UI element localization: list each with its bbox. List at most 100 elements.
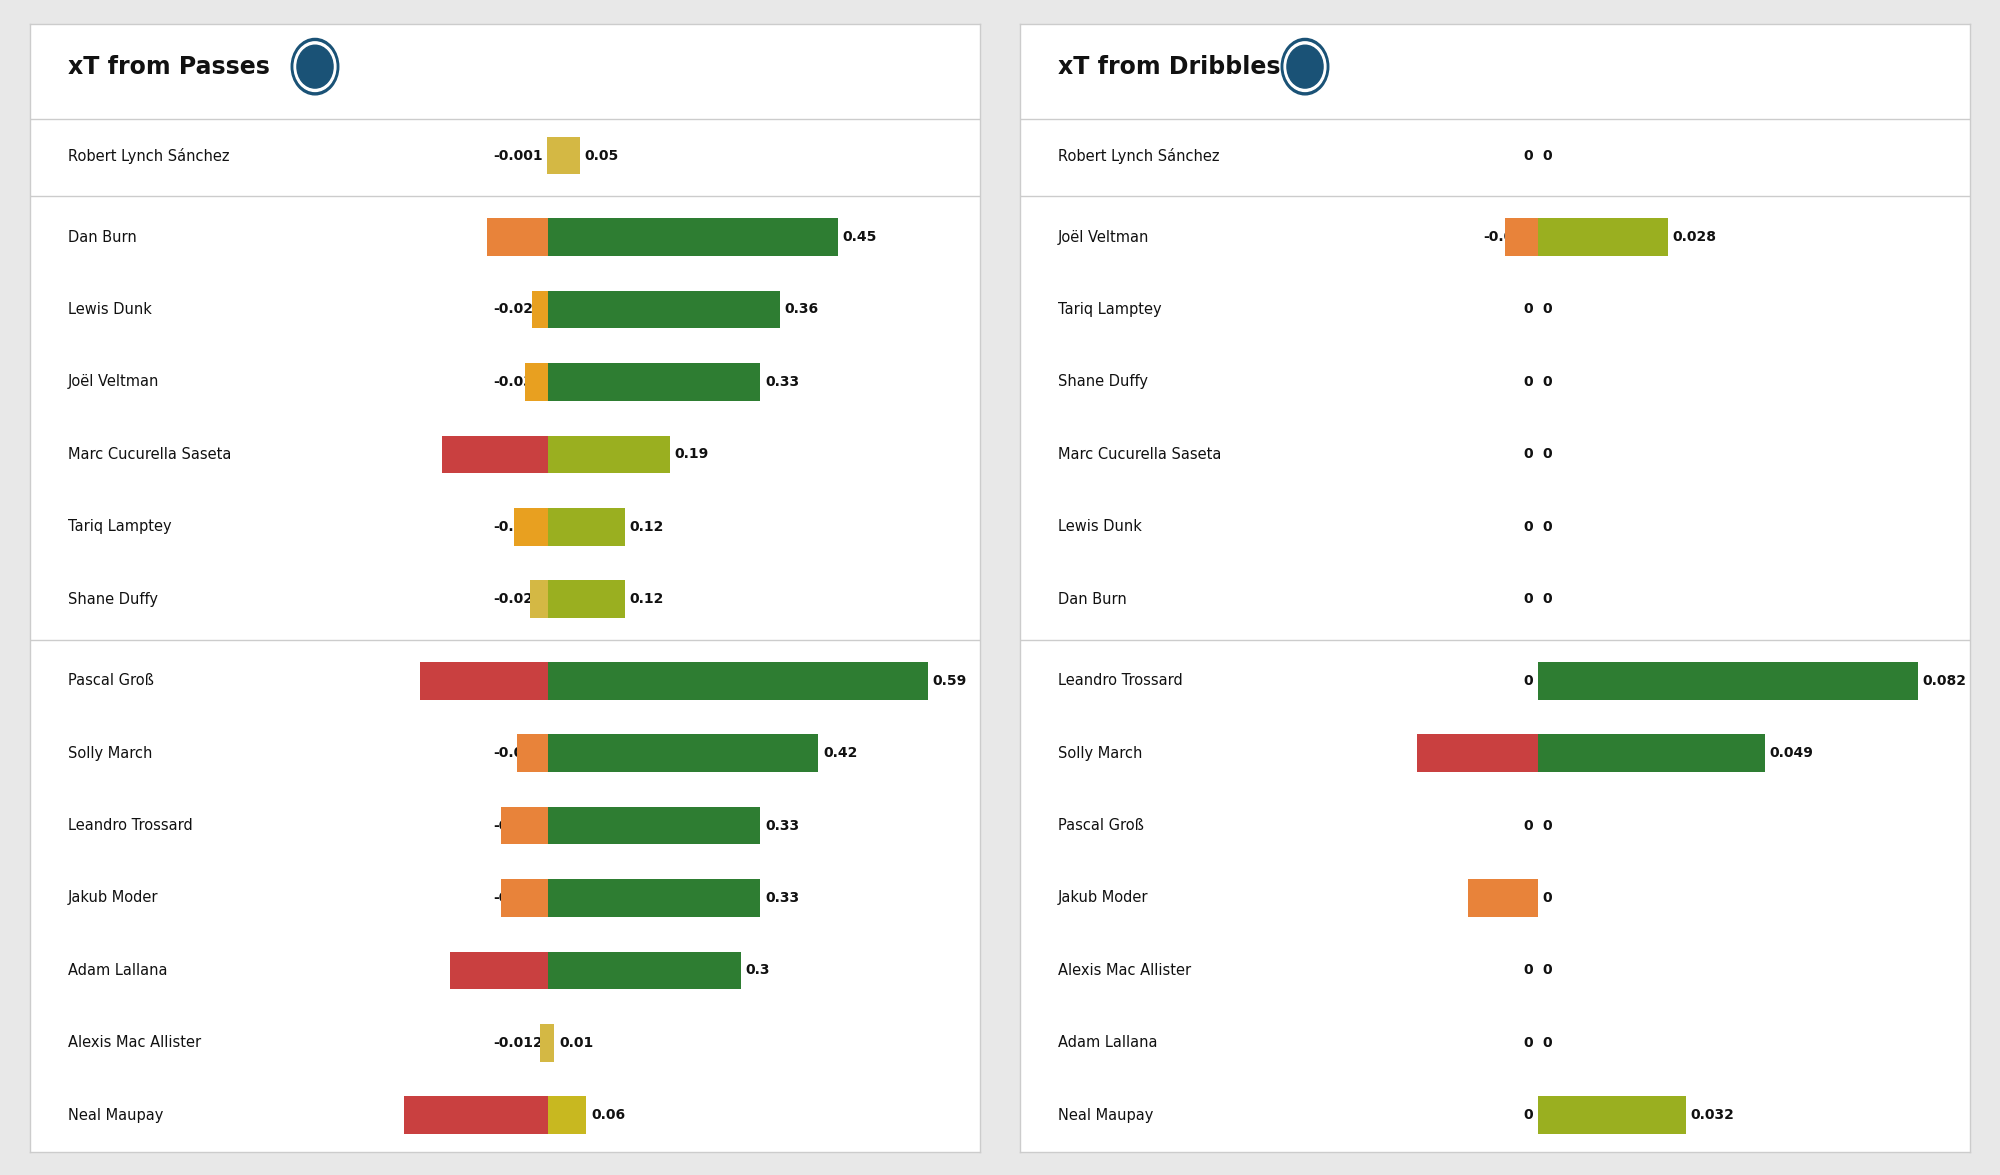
Text: 0.12: 0.12 [630,592,664,606]
Bar [1538,662,1918,699]
Text: -0.164: -0.164 [494,448,544,462]
Text: Alexis Mac Allister: Alexis Mac Allister [1058,963,1192,978]
Text: 0: 0 [1524,592,1534,606]
Text: 0: 0 [1524,819,1534,833]
Bar [450,952,548,989]
Bar [548,580,626,618]
Bar [516,734,548,772]
Bar [500,879,548,916]
Text: Jakub Moder: Jakub Moder [1058,891,1148,906]
Text: -0.025: -0.025 [494,302,544,316]
Text: 0: 0 [1542,1036,1552,1049]
Text: -0.072: -0.072 [494,819,544,833]
Bar [486,219,548,256]
Bar [548,1096,586,1134]
Text: 0: 0 [1524,673,1534,687]
Bar [548,363,760,401]
Text: 0.33: 0.33 [766,819,800,833]
Text: -0.015: -0.015 [1484,891,1534,905]
Text: 0: 0 [1542,375,1552,389]
Text: 0: 0 [1542,148,1552,162]
Bar [1418,734,1538,772]
Bar [514,508,548,545]
Text: Neal Maupay: Neal Maupay [1058,1108,1154,1123]
Circle shape [296,45,334,88]
Text: Solly March: Solly March [1058,746,1142,760]
Bar [1538,1096,1686,1134]
Text: -0.095: -0.095 [494,230,544,244]
Text: Leandro Trossard: Leandro Trossard [1058,673,1182,689]
Text: Shane Duffy: Shane Duffy [1058,375,1148,389]
Text: Adam Lallana: Adam Lallana [68,963,168,978]
Bar [526,363,548,401]
Text: 0.36: 0.36 [784,302,818,316]
Text: 0.028: 0.028 [1672,230,1716,244]
Text: 0.3: 0.3 [746,963,770,978]
Circle shape [1282,39,1328,95]
Text: Joël Veltman: Joël Veltman [1058,229,1150,244]
Text: Lewis Dunk: Lewis Dunk [68,302,152,317]
Bar [532,290,548,328]
Text: Solly March: Solly March [68,746,152,760]
Text: 0.082: 0.082 [1922,673,1966,687]
Text: xT from Passes: xT from Passes [68,55,270,79]
Text: Pascal Groß: Pascal Groß [68,673,154,689]
Text: 0: 0 [1542,592,1552,606]
Text: 0: 0 [1524,148,1534,162]
Circle shape [292,39,338,95]
Bar [548,136,580,174]
Text: 0: 0 [1524,519,1534,533]
Text: Leandro Trossard: Leandro Trossard [68,818,192,833]
Text: -0.028: -0.028 [494,592,544,606]
Bar [502,807,548,845]
Bar [1538,734,1764,772]
Text: Alexis Mac Allister: Alexis Mac Allister [68,1035,202,1050]
Text: 0.19: 0.19 [674,448,710,462]
Text: Joël Veltman: Joël Veltman [68,375,160,389]
Text: -0.035: -0.035 [494,375,544,389]
Text: 0.45: 0.45 [842,230,876,244]
Text: 0: 0 [1524,302,1534,316]
Text: Adam Lallana: Adam Lallana [1058,1035,1158,1050]
Text: 0.59: 0.59 [932,673,966,687]
Text: 0: 0 [1524,448,1534,462]
Text: 0: 0 [1524,1108,1534,1122]
Text: Marc Cucurella Saseta: Marc Cucurella Saseta [1058,446,1222,462]
Text: Robert Lynch Sánchez: Robert Lynch Sánchez [68,148,230,163]
Text: Dan Burn: Dan Burn [68,229,136,244]
Bar [1468,879,1538,916]
Bar [540,1025,548,1062]
Bar [548,662,928,699]
Text: 0: 0 [1542,448,1552,462]
Text: 0.06: 0.06 [592,1108,626,1122]
Text: Neal Maupay: Neal Maupay [68,1108,164,1123]
Text: 0: 0 [1542,519,1552,533]
Bar [548,219,838,256]
Text: Robert Lynch Sánchez: Robert Lynch Sánchez [1058,148,1220,163]
Bar [548,1025,554,1062]
Text: -0.199: -0.199 [494,673,544,687]
Text: 0: 0 [1524,963,1534,978]
Bar [548,508,626,545]
Bar [548,879,760,916]
Text: -0.223: -0.223 [494,1108,544,1122]
Text: 0.032: 0.032 [1690,1108,1734,1122]
Text: 0.01: 0.01 [558,1036,594,1049]
Text: 0.05: 0.05 [584,148,618,162]
Text: -0.026: -0.026 [1484,746,1534,760]
Text: 0.12: 0.12 [630,519,664,533]
Bar [548,807,760,845]
Bar [530,580,548,618]
Text: 0.049: 0.049 [1770,746,1814,760]
Text: 0.33: 0.33 [766,375,800,389]
Text: -0.048: -0.048 [494,746,544,760]
Text: Shane Duffy: Shane Duffy [68,592,158,606]
Bar [1538,219,1668,256]
Text: 0: 0 [1542,963,1552,978]
Text: 0: 0 [1542,891,1552,905]
Text: -0.012: -0.012 [494,1036,544,1049]
Text: 0: 0 [1542,819,1552,833]
Bar [404,1096,548,1134]
Bar [548,436,670,474]
Text: Marc Cucurella Saseta: Marc Cucurella Saseta [68,446,232,462]
